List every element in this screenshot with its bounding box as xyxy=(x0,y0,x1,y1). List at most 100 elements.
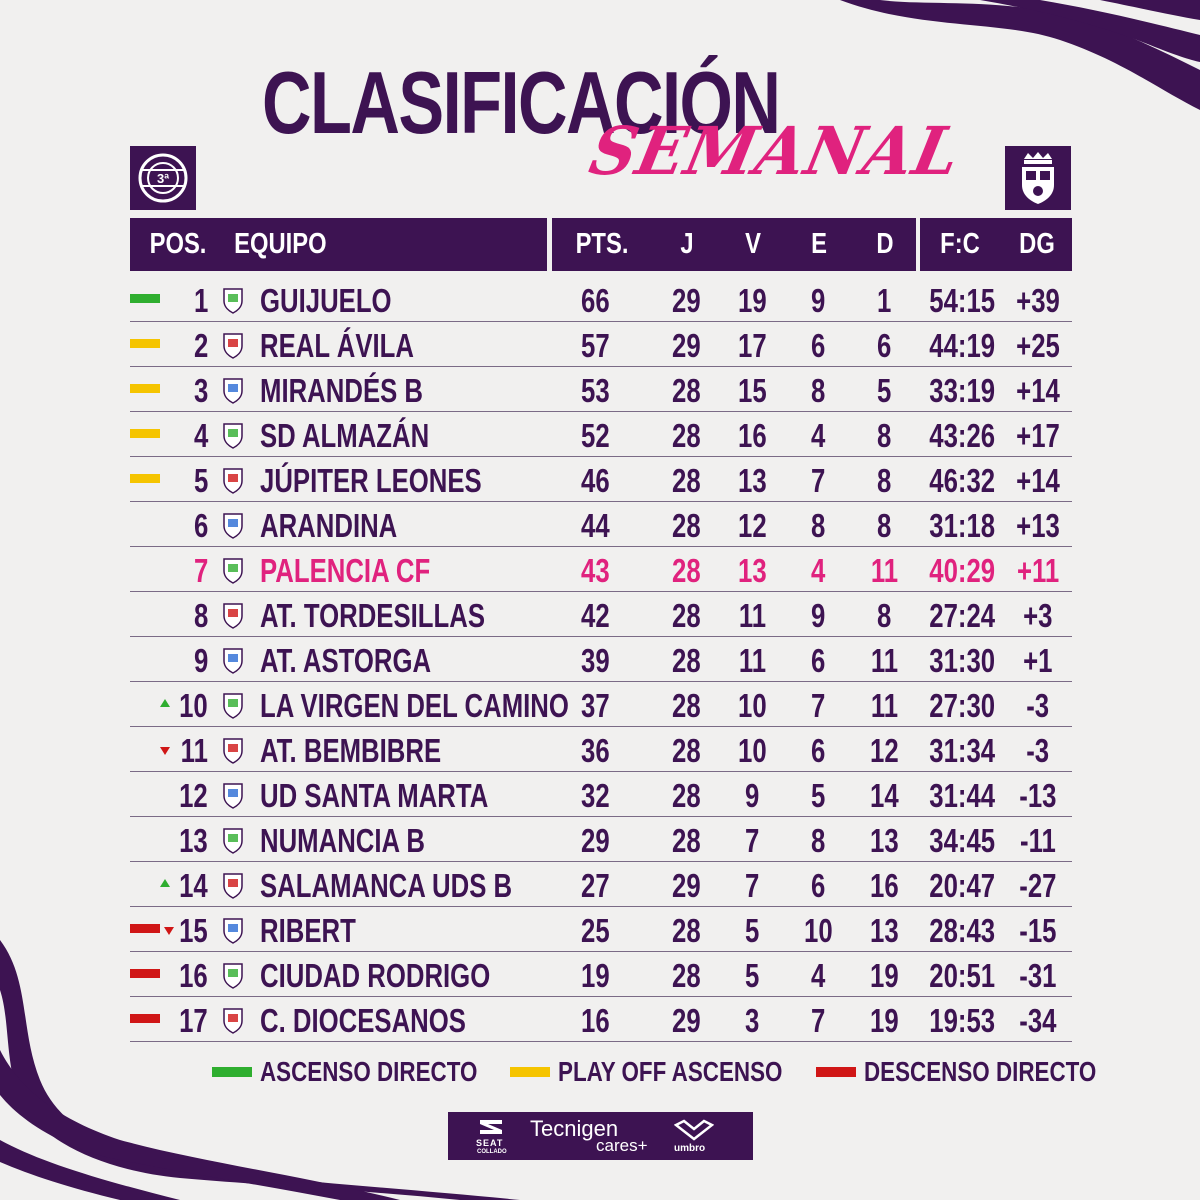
row-dg-text: -15 xyxy=(1019,912,1057,949)
row-dg: -3 xyxy=(1003,727,1073,772)
row-position-text: 4 xyxy=(193,417,208,454)
row-v-text: 13 xyxy=(737,462,767,499)
row-v-text: 19 xyxy=(737,282,767,319)
row-d-text: 19 xyxy=(869,957,899,994)
row-position: 9 xyxy=(160,637,208,682)
team-crest-icon xyxy=(223,693,243,719)
row-d: 12 xyxy=(849,727,919,772)
header-v: V xyxy=(745,228,761,260)
row-fc-text: 31:30 xyxy=(929,642,996,679)
row-e: 6 xyxy=(783,862,853,907)
row-d: 16 xyxy=(849,862,919,907)
row-v: 19 xyxy=(717,277,787,322)
row-team-text: C. DIOCESANOS xyxy=(260,1002,466,1039)
row-e: 7 xyxy=(783,457,853,502)
table-row: 3 MIRANDÉS B 53 28 15 8 5 33:19 +14 xyxy=(130,367,1072,412)
row-pts-text: 29 xyxy=(580,822,610,859)
arrow-up-icon xyxy=(160,879,170,887)
row-d: 1 xyxy=(849,277,919,322)
arrow-up-icon xyxy=(160,699,170,707)
row-d: 8 xyxy=(849,502,919,547)
row-e-text: 5 xyxy=(810,777,826,814)
row-pts: 46 xyxy=(560,457,630,502)
row-position-text: 7 xyxy=(193,552,208,589)
row-fc: 54:15 xyxy=(920,277,1000,322)
row-fc-text: 27:24 xyxy=(929,597,996,634)
row-j-text: 28 xyxy=(671,597,701,634)
row-pts-text: 39 xyxy=(580,642,610,679)
row-v: 10 xyxy=(717,682,787,727)
team-crest-icon xyxy=(223,828,243,854)
row-e-text: 7 xyxy=(810,687,826,724)
table-row: 15 RIBERT 25 28 5 10 13 28:43 -15 xyxy=(130,907,1072,952)
row-position-text: 3 xyxy=(193,372,208,409)
row-dg-text: +17 xyxy=(1016,417,1060,454)
table-row: 8 AT. TORDESILLAS 42 28 11 9 8 27:24 +3 xyxy=(130,592,1072,637)
row-dg: +17 xyxy=(1003,412,1073,457)
row-team-text: LA VIRGEN DEL CAMINO xyxy=(260,687,569,724)
table-row: 1 GUIJUELO 66 29 19 9 1 54:15 +39 xyxy=(130,277,1072,322)
table-row: 7 PALENCIA CF 43 28 13 4 11 40:29 +11 xyxy=(130,547,1072,592)
row-d: 8 xyxy=(849,592,919,637)
table-row: 6 ARANDINA 44 28 12 8 8 31:18 +13 xyxy=(130,502,1072,547)
row-position: 1 xyxy=(160,277,208,322)
row-team-text: AT. TORDESILLAS xyxy=(260,597,486,634)
row-position-text: 10 xyxy=(179,687,208,724)
row-v: 16 xyxy=(717,412,787,457)
row-d: 11 xyxy=(849,682,919,727)
row-position-text: 15 xyxy=(179,912,208,949)
row-j: 29 xyxy=(651,997,721,1042)
row-d: 13 xyxy=(849,907,919,952)
row-position: 6 xyxy=(160,502,208,547)
row-dg: +3 xyxy=(1003,592,1073,637)
row-fc-text: 31:34 xyxy=(929,732,996,769)
row-d: 11 xyxy=(849,637,919,682)
row-position: 10 xyxy=(160,682,208,727)
row-j-text: 29 xyxy=(671,282,701,319)
row-team-text: AT. BEMBIBRE xyxy=(260,732,442,769)
row-position: 4 xyxy=(160,412,208,457)
status-marker xyxy=(130,429,160,438)
row-v-text: 5 xyxy=(744,957,760,994)
row-fc: 27:24 xyxy=(920,592,1000,637)
row-dg-text: -13 xyxy=(1019,777,1057,814)
row-d-text: 12 xyxy=(869,732,899,769)
row-e: 8 xyxy=(783,817,853,862)
row-e: 7 xyxy=(783,997,853,1042)
row-team-text: AT. ASTORGA xyxy=(260,642,432,679)
row-pts-text: 43 xyxy=(580,552,610,589)
row-fc: 27:30 xyxy=(920,682,1000,727)
row-fc: 44:19 xyxy=(920,322,1000,367)
legend: ASCENSO DIRECTO PLAY OFF ASCENSO DESCENSO … xyxy=(212,1054,1133,1090)
row-team: AT. ASTORGA xyxy=(260,637,479,682)
row-pts-text: 42 xyxy=(580,597,610,634)
row-v-text: 7 xyxy=(744,867,760,904)
legend-label: DESCENSO DIRECTO xyxy=(864,1056,1097,1087)
row-team-text: MIRANDÉS B xyxy=(260,372,424,409)
row-position-text: 6 xyxy=(193,507,208,544)
row-d: 6 xyxy=(849,322,919,367)
row-fc-text: 54:15 xyxy=(929,282,996,319)
team-crest-icon xyxy=(223,963,243,989)
row-pts-text: 19 xyxy=(580,957,610,994)
row-j: 28 xyxy=(651,412,721,457)
header-e: E xyxy=(811,228,827,260)
row-e: 6 xyxy=(783,727,853,772)
row-dg-text: +3 xyxy=(1023,597,1053,634)
sponsor-seat: SEAT xyxy=(476,1138,504,1148)
row-e: 4 xyxy=(783,412,853,457)
row-d-text: 8 xyxy=(876,597,892,634)
row-e: 4 xyxy=(783,547,853,592)
bottom-left-wave-decoration xyxy=(0,940,520,1200)
row-e: 6 xyxy=(783,637,853,682)
row-e-text: 9 xyxy=(810,597,826,634)
table-row: 9 AT. ASTORGA 39 28 11 6 11 31:30 +1 xyxy=(130,637,1072,682)
row-pts-text: 52 xyxy=(580,417,610,454)
row-v: 7 xyxy=(717,862,787,907)
legend-color-swatch xyxy=(212,1067,252,1077)
row-team: CIUDAD RODRIGO xyxy=(260,952,555,997)
row-dg-text: -34 xyxy=(1019,1002,1057,1039)
row-pts-text: 44 xyxy=(580,507,610,544)
status-marker xyxy=(130,969,160,978)
header-dg: DG xyxy=(1019,228,1055,260)
